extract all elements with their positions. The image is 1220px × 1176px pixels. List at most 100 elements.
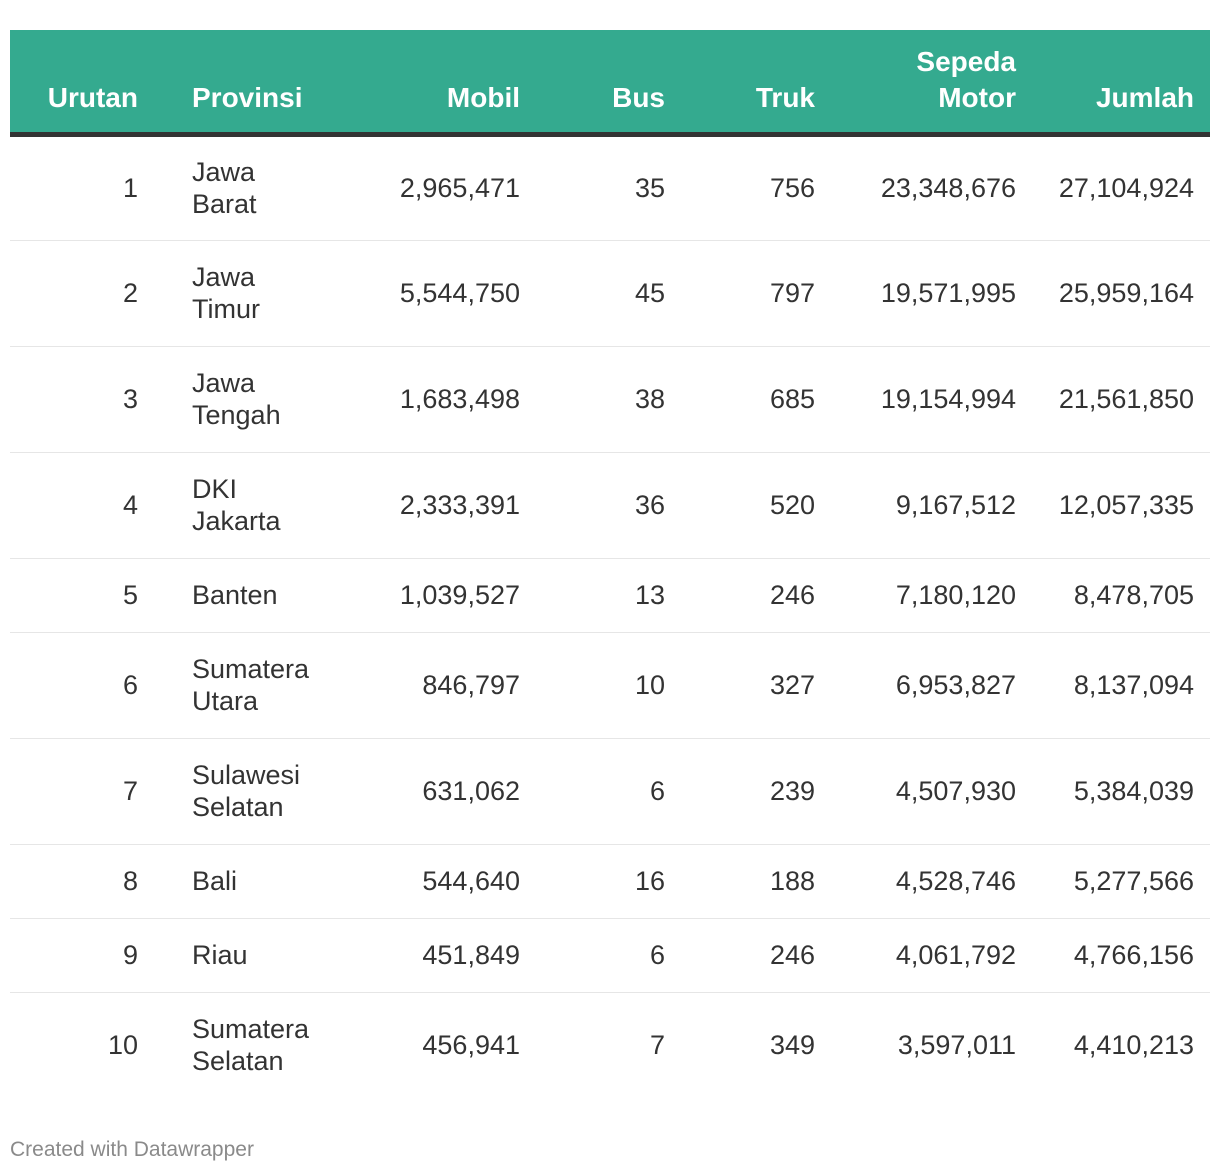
cell-provinsi: Sumatera Selatan — [138, 992, 320, 1098]
cell-bus: 36 — [634, 490, 665, 520]
header-bus[interactable]: Bus — [612, 81, 665, 113]
provinsi-line1: Jawa — [192, 368, 256, 398]
cell-urutan: 1 — [122, 173, 138, 203]
cell-truk: 327 — [769, 670, 815, 700]
provinsi-line2: Barat — [192, 189, 257, 219]
header-provinsi[interactable]: Provinsi — [192, 81, 303, 113]
header-jumlah[interactable]: Jumlah — [1095, 81, 1194, 113]
provinsi-line2: Utara — [192, 686, 259, 716]
table-row: 8 Bali 544,640 16 188 4,528,746 5,277,566 — [10, 844, 1210, 918]
cell-urutan: 9 — [122, 940, 138, 970]
cell-jumlah: 4,410,213 — [1073, 1030, 1194, 1061]
table-row: 10 Sumatera Selatan 456,941 7 349 3,597,011 4,4… — [10, 992, 1210, 1098]
provinsi-line1: Sumatera — [192, 654, 310, 684]
cell-mobil: 2,965,471 — [399, 173, 520, 203]
cell-mobil: 631,062 — [422, 776, 520, 806]
provinsi-line1: Jawa — [192, 157, 256, 187]
cell-truk: 797 — [769, 278, 815, 308]
cell-bus: 6 — [649, 940, 665, 970]
cell-provinsi: Jawa Timur — [138, 240, 320, 346]
table-row: 1 Jawa Barat 2,965,471 35 756 23,348,676 27,104… — [10, 134, 1210, 240]
provinsi-line2: Selatan — [192, 1046, 284, 1077]
table-row: 4 DKI Jakarta 2,333,391 36 520 9,167,512 12,057… — [10, 452, 1210, 558]
cell-urutan: 2 — [122, 278, 138, 308]
cell-mobil: 2,333,391 — [399, 490, 520, 520]
cell-provinsi: Bali — [138, 844, 320, 918]
table-row: 7 Sulawesi Selatan 631,062 6 239 4,507,930 5,38… — [10, 738, 1210, 844]
cell-sepeda-motor: 19,154,994 — [880, 384, 1016, 414]
cell-urutan: 4 — [122, 490, 138, 520]
provinsi-line1: Sulawesi — [192, 760, 301, 790]
cell-truk: 520 — [769, 490, 815, 520]
cell-bus: 35 — [634, 173, 665, 203]
datawrapper-credit[interactable]: Created with Datawrapper — [10, 1138, 254, 1161]
provinsi-line2: Timur — [192, 294, 260, 324]
cell-provinsi: Jawa Barat — [138, 134, 320, 240]
cell-bus: 6 — [649, 776, 665, 806]
cell-sepeda-motor: 4,528,746 — [895, 866, 1016, 896]
header-urutan[interactable]: Urutan — [47, 81, 138, 113]
cell-jumlah: 27,104,924 — [1058, 173, 1194, 203]
cell-provinsi: Sulawesi Selatan — [138, 738, 320, 844]
cell-sepeda-motor: 6,953,827 — [895, 670, 1016, 700]
vehicle-table: Urutan Provinsi Mobil Bus Truk Sepeda Mo… — [10, 30, 1210, 1098]
provinsi-line2: Tengah — [192, 400, 281, 430]
cell-truk: 349 — [769, 1030, 815, 1061]
cell-mobil: 846,797 — [422, 670, 520, 700]
header-sepeda-line2: Motor — [938, 81, 1016, 113]
cell-mobil: 1,683,498 — [399, 384, 520, 414]
cell-urutan: 10 — [107, 1030, 138, 1061]
cell-sepeda-motor: 7,180,120 — [895, 580, 1016, 610]
provinsi-line1: Jawa — [192, 262, 256, 292]
cell-bus: 7 — [649, 1030, 665, 1061]
cell-sepeda-motor: 19,571,995 — [880, 278, 1016, 308]
cell-mobil: 1,039,527 — [399, 580, 520, 610]
table-row: 3 Jawa Tengah 1,683,498 38 685 19,154,994 21,56… — [10, 346, 1210, 452]
cell-truk: 246 — [769, 940, 815, 970]
cell-jumlah: 5,277,566 — [1073, 866, 1194, 896]
cell-urutan: 5 — [122, 580, 138, 610]
cell-truk: 239 — [769, 776, 815, 806]
header-mobil[interactable]: Mobil — [446, 81, 520, 113]
table-row: 6 Sumatera Utara 846,797 10 327 6,953,827 8,137… — [10, 632, 1210, 738]
cell-provinsi: Jawa Tengah — [138, 346, 320, 452]
cell-sepeda-motor: 3,597,011 — [897, 1030, 1016, 1061]
cell-jumlah: 8,137,094 — [1073, 670, 1194, 700]
cell-sepeda-motor: 9,167,512 — [895, 490, 1016, 520]
cell-truk: 685 — [769, 384, 815, 414]
cell-truk: 188 — [769, 866, 815, 896]
cell-bus: 45 — [634, 278, 665, 308]
cell-jumlah: 8,478,705 — [1073, 580, 1194, 610]
provinsi-line1: Riau — [192, 940, 248, 970]
cell-jumlah: 21,561,850 — [1058, 384, 1194, 414]
table-header-row: Urutan Provinsi Mobil Bus Truk Sepeda Mo… — [10, 30, 1210, 134]
cell-bus: 10 — [634, 670, 665, 700]
cell-provinsi: Sumatera Utara — [138, 632, 320, 738]
cell-bus: 38 — [634, 384, 665, 414]
cell-urutan: 8 — [122, 866, 138, 896]
provinsi-line2: Selatan — [192, 792, 284, 822]
cell-truk: 246 — [769, 580, 815, 610]
cell-bus: 16 — [634, 866, 665, 896]
cell-sepeda-motor: 4,061,792 — [895, 940, 1016, 970]
cell-jumlah: 5,384,039 — [1073, 776, 1194, 806]
cell-sepeda-motor: 23,348,676 — [880, 173, 1016, 203]
cell-truk: 756 — [769, 173, 815, 203]
header-sepeda-motor[interactable]: Sepeda Motor — [815, 30, 1016, 134]
provinsi-line1: Bali — [192, 866, 238, 896]
cell-bus: 13 — [634, 580, 665, 610]
table-row: 9 Riau 451,849 6 246 4,061,792 4,766,156 — [10, 918, 1210, 992]
provinsi-line1: Banten — [192, 580, 278, 610]
cell-provinsi: DKI Jakarta — [138, 452, 320, 558]
cell-urutan: 3 — [122, 384, 138, 414]
cell-urutan: 7 — [122, 776, 138, 806]
data-table-container: Urutan Provinsi Mobil Bus Truk Sepeda Mo… — [10, 30, 1210, 1098]
table-row: 5 Banten 1,039,527 13 246 7,180,120 8,478,705 — [10, 558, 1210, 632]
cell-mobil: 451,849 — [422, 940, 520, 970]
cell-provinsi: Riau — [138, 918, 320, 992]
provinsi-line1: DKI — [192, 474, 238, 504]
header-sepeda-line1: Sepeda — [916, 45, 1016, 77]
cell-provinsi: Banten — [138, 558, 320, 632]
provinsi-line2: Jakarta — [192, 506, 281, 536]
header-truk[interactable]: Truk — [755, 81, 815, 113]
